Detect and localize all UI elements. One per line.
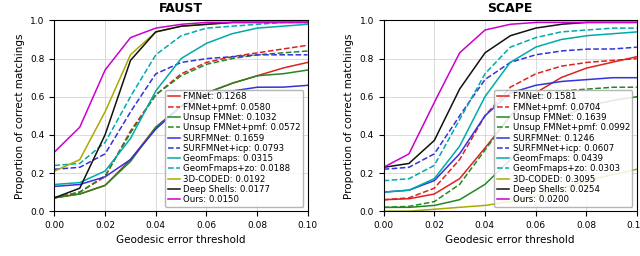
X-axis label: Geodesic error threshold: Geodesic error threshold [445, 236, 575, 246]
Y-axis label: Proportion of correct matchings: Proportion of correct matchings [15, 33, 25, 199]
Title: FAUST: FAUST [159, 2, 203, 15]
Legend: FMNet: 0.1581, FMNet+pmf: 0.0704, Unsup FMNet: 0.1639, Unsup FMNet+pmf: 0.0992, : FMNet: 0.1581, FMNet+pmf: 0.0704, Unsup … [495, 90, 632, 207]
Title: SCAPE: SCAPE [488, 2, 533, 15]
X-axis label: Geodesic error threshold: Geodesic error threshold [116, 236, 246, 246]
Y-axis label: Proportion of correct matchings: Proportion of correct matchings [344, 33, 354, 199]
Legend: FMNet: 0.1268, FMNet+pmf: 0.0580, Unsup FMNet: 0.1032, Unsup FMNet+pmf: 0.0572, : FMNet: 0.1268, FMNet+pmf: 0.0580, Unsup … [165, 90, 303, 207]
